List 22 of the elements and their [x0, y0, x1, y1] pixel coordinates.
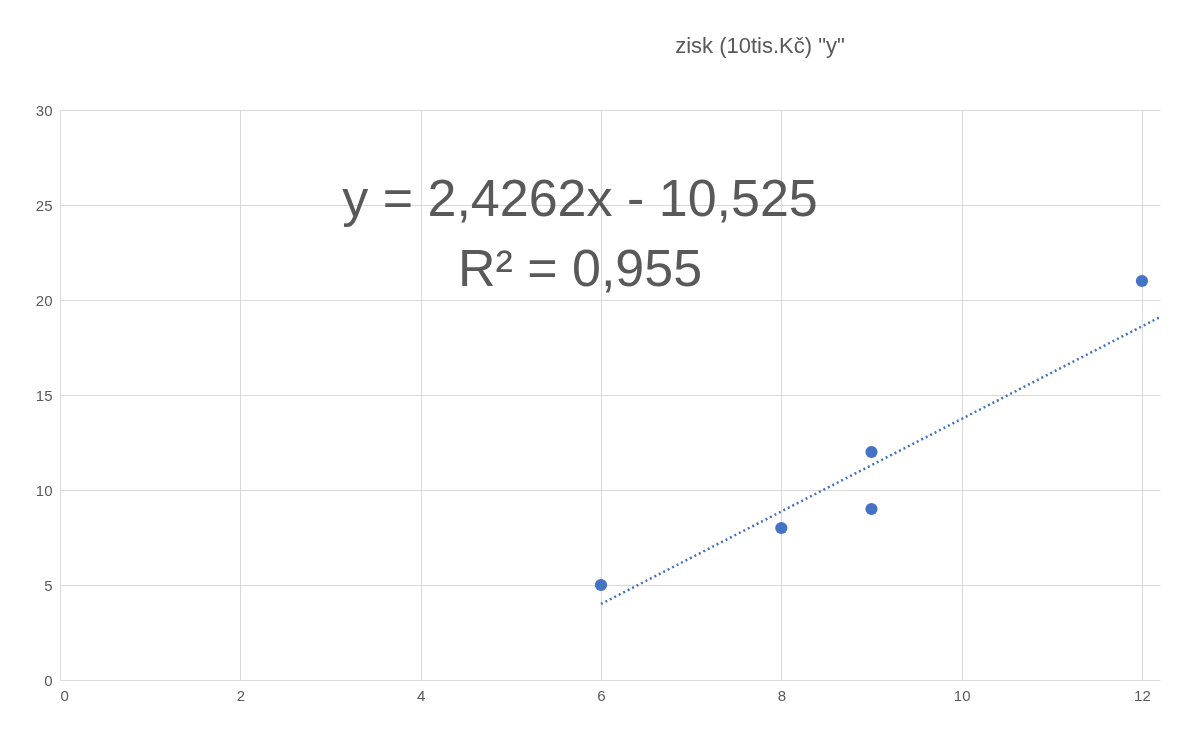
x-tick-label: 8 [777, 686, 786, 704]
y-tick-label: 5 [44, 576, 53, 594]
y-tick-label: 20 [35, 291, 53, 309]
annotation: R² = 0,955 [457, 239, 703, 297]
chart-title: zisk (10tis.Kč) "y" [675, 33, 845, 58]
x-tick-label: 0 [60, 686, 69, 704]
point [594, 578, 608, 592]
y-tick-label: 30 [35, 101, 53, 119]
y-tick-label: 10 [35, 481, 53, 499]
x-tick-label: 2 [236, 686, 245, 704]
x-tick-label: 10 [953, 686, 971, 704]
point [865, 445, 878, 459]
y-tick-label: 25 [35, 196, 53, 214]
x-tick-label: 6 [597, 686, 606, 704]
x-tick-label: 12 [1134, 686, 1151, 704]
y-tick-label: 15 [35, 386, 53, 404]
y-tick-label: 0 [44, 671, 53, 689]
x-tick-label: 4 [416, 686, 426, 704]
point [775, 521, 788, 535]
point [865, 502, 878, 516]
annotation: y = 2,4262x - 10,525 [342, 169, 818, 227]
point [1135, 274, 1149, 288]
